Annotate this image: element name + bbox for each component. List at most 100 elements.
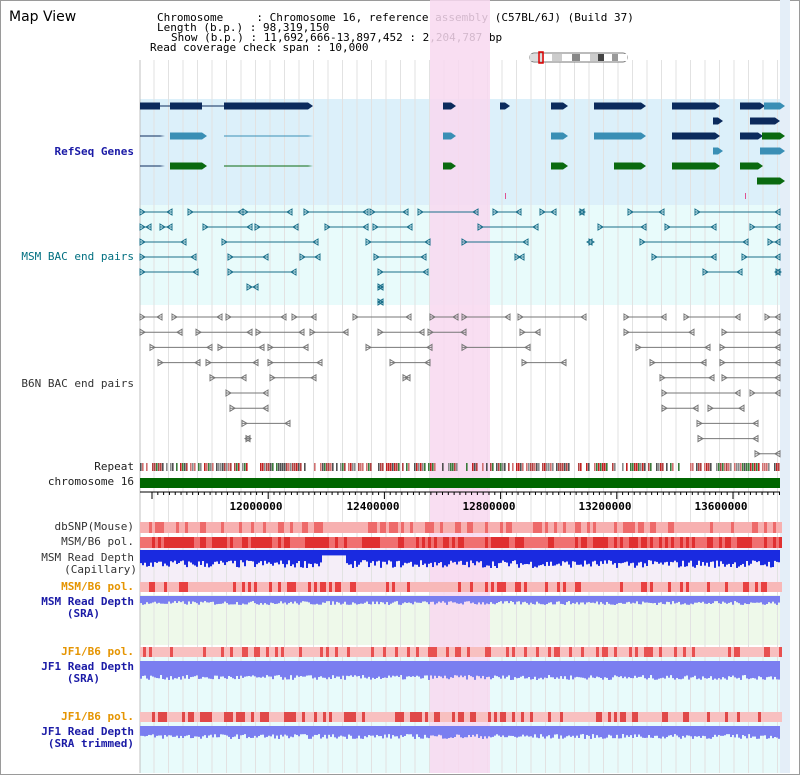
read-depth-bar [504,661,506,679]
read-depth-bar [610,661,612,680]
read-depth-bar [740,726,742,739]
polymorphism-cell [473,537,476,548]
polymorphism-cell [215,582,218,592]
repeat-mark [326,463,328,471]
polymorphism-cell [455,582,458,592]
read-depth-bar [598,550,600,566]
gene-exon [224,102,308,110]
read-depth-bar [680,596,682,605]
read-depth-bar [416,661,418,676]
polymorphism-cell [563,537,566,548]
read-depth-bar [680,550,682,567]
read-depth-bar [744,661,746,676]
ideogram-band [562,54,572,61]
read-depth-bar [458,661,460,678]
read-depth-bar [678,661,680,680]
polymorphism-cell [308,712,311,722]
polymorphism-cell [539,647,542,657]
read-depth-bar [728,550,730,564]
read-depth-bar [426,596,428,603]
read-depth-bar [684,726,686,738]
read-depth-bar [590,596,592,603]
polymorphism-cell [605,537,608,548]
repeat-mark [448,463,450,471]
read-depth-bar [470,661,472,677]
read-depth-bar [764,550,766,565]
polymorphism-cell [770,537,773,548]
repeat-mark [350,463,352,471]
read-depth-bar [612,596,614,605]
polymorphism-cell [623,647,626,657]
read-depth-bar [540,596,542,605]
read-depth-bar [196,596,198,604]
bac-end-marker [159,223,166,231]
read-depth-bar [194,661,196,677]
repeat-mark [260,463,262,471]
polymorphism-cell [146,537,149,548]
repeat-mark [362,463,364,471]
read-depth-bar [636,596,638,602]
polymorphism-cell [299,537,302,548]
polymorphism-cell [779,522,782,533]
read-depth-bar [436,661,438,679]
page-title: Map View [9,9,77,25]
read-depth-bar [762,550,764,566]
polymorphism-cell [677,647,680,657]
read-depth-bar [574,661,576,678]
polymorphism-cell [248,522,251,533]
read-depth-bar [372,550,374,562]
read-depth-bar [212,726,214,738]
read-depth-bar [710,726,712,739]
polymorphism-cell [467,522,470,533]
read-depth-bar [220,726,222,735]
polymorphism-cell [596,582,599,592]
bac-end-marker [216,313,223,321]
read-depth-bar [586,661,588,680]
polymorphism-cell [413,712,416,722]
repeat-mark [172,463,174,471]
polymorphism-cell [461,647,464,657]
bac-end-marker [252,358,259,367]
polymorphism-cell [425,712,428,722]
read-depth-bar [300,661,302,677]
read-depth-bar [380,726,382,736]
polymorphism-cell [422,537,425,548]
read-depth-bar [366,661,368,679]
read-depth-bar [362,596,364,604]
read-depth-bar [362,550,364,561]
repeat-mark [292,463,294,471]
read-depth-bar [364,726,366,737]
polymorphism-cell [185,582,188,592]
read-depth-bar [736,726,738,735]
repeat-mark [340,463,342,471]
read-depth-bar [644,726,646,738]
read-depth-bar [696,550,698,565]
polymorphism-cell [488,647,491,657]
bac-end-marker [312,238,319,246]
read-depth-bar [624,596,626,604]
polymorphism-cell [512,582,515,592]
bac-end-marker [492,208,499,216]
polymorphism-cell [656,712,659,722]
read-depth-bar [310,726,312,739]
polymorphism-cell [716,537,719,548]
read-depth-bar [326,596,328,602]
bac-end-marker [139,253,146,261]
repeat-mark [768,463,770,471]
read-depth-bar [360,596,362,604]
read-depth-bar [218,726,220,738]
bac-end-marker [515,208,522,216]
polymorphism-cell [383,712,386,722]
polymorphism-cell [773,582,776,592]
read-depth-bar [432,726,434,736]
read-depth-bar [608,726,610,735]
repeat-mark [594,463,596,471]
polymorphism-cell [182,647,185,657]
bac-end-marker [774,238,781,246]
ideogram-band [572,54,580,61]
read-depth-bar [406,550,408,564]
polymorphism-cell [635,712,638,722]
polymorphism-cell [737,647,740,657]
read-depth-bar [424,550,426,564]
